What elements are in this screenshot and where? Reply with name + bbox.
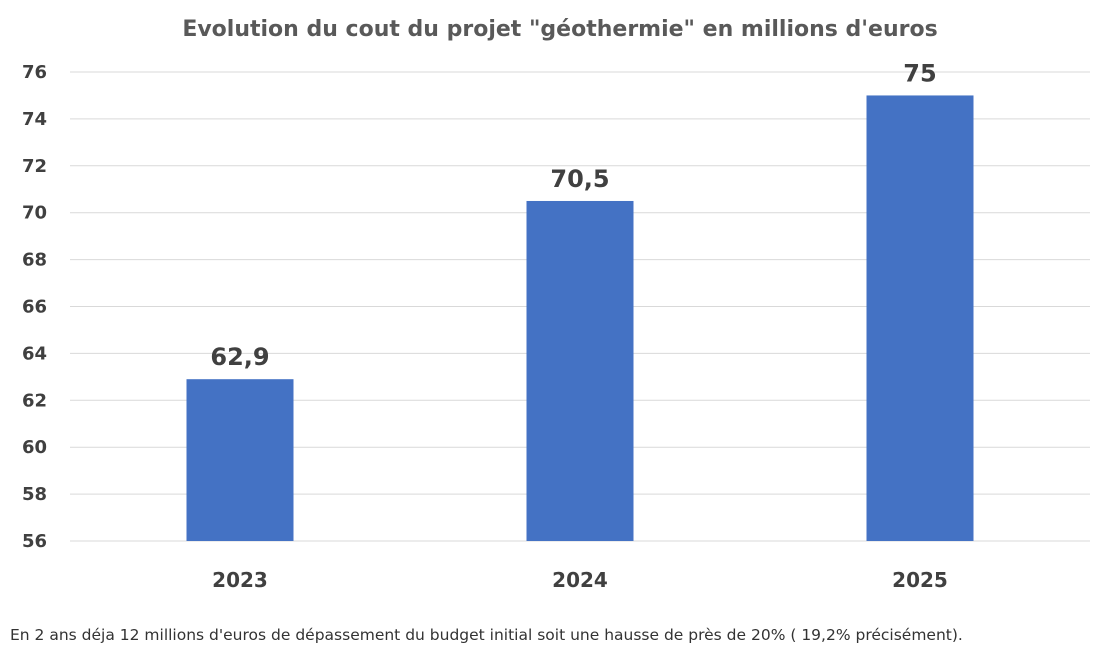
x-tick-label: 2024 bbox=[552, 568, 608, 592]
y-axis-ticks: 56 58 60 62 64 66 68 70 72 74 76 bbox=[22, 62, 47, 552]
y-tick-label: 74 bbox=[22, 109, 47, 130]
chart-canvas: Evolution du cout du projet "géothermie"… bbox=[22, 17, 1090, 592]
y-tick-label: 62 bbox=[22, 390, 47, 411]
chart-caption: En 2 ans déja 12 millions d'euros de dép… bbox=[10, 626, 963, 644]
bar-2024 bbox=[526, 200, 634, 541]
bar-2025 bbox=[866, 95, 974, 541]
y-tick-label: 66 bbox=[22, 297, 47, 318]
data-label: 75 bbox=[903, 59, 936, 87]
y-tick-label: 70 bbox=[22, 203, 47, 224]
y-tick-label: 64 bbox=[22, 343, 47, 364]
x-axis-ticks: 2023 2024 2025 bbox=[212, 568, 948, 592]
data-labels: 62,9 70,5 75 bbox=[210, 59, 936, 371]
y-tick-label: 56 bbox=[22, 531, 47, 552]
bar-chart: Evolution du cout du projet "géothermie"… bbox=[22, 17, 1090, 592]
y-tick-label: 76 bbox=[22, 62, 47, 83]
y-tick-label: 68 bbox=[22, 250, 47, 271]
x-tick-label: 2023 bbox=[212, 568, 268, 592]
x-tick-label: 2025 bbox=[892, 568, 948, 592]
bars bbox=[186, 95, 974, 541]
data-label: 62,9 bbox=[210, 343, 269, 371]
y-tick-label: 72 bbox=[22, 156, 47, 177]
bar-2023 bbox=[186, 379, 294, 541]
data-label: 70,5 bbox=[550, 165, 609, 193]
chart-title: Evolution du cout du projet "géothermie"… bbox=[182, 17, 937, 42]
y-tick-label: 60 bbox=[22, 437, 47, 458]
y-tick-label: 58 bbox=[22, 484, 47, 505]
